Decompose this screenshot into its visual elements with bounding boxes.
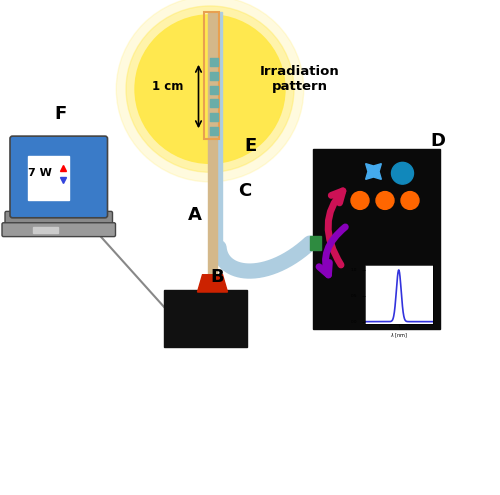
- Text: B: B: [210, 268, 224, 286]
- Ellipse shape: [135, 15, 285, 163]
- Circle shape: [392, 162, 413, 184]
- Polygon shape: [198, 275, 228, 292]
- Bar: [164, 290, 246, 346]
- Bar: [312, 148, 440, 329]
- Bar: [310, 236, 321, 250]
- Point: [210, 86, 218, 94]
- FancyBboxPatch shape: [10, 136, 108, 218]
- Point: [210, 58, 218, 66]
- FancyBboxPatch shape: [2, 223, 116, 237]
- Text: E: E: [244, 137, 256, 155]
- Ellipse shape: [126, 6, 294, 172]
- Ellipse shape: [116, 0, 304, 182]
- Text: A: A: [188, 206, 202, 224]
- FancyBboxPatch shape: [5, 211, 112, 227]
- Text: 7 W: 7 W: [28, 168, 52, 178]
- Bar: [32, 227, 58, 233]
- Bar: [28, 156, 68, 200]
- Point: [210, 99, 218, 107]
- Circle shape: [401, 192, 419, 209]
- Circle shape: [376, 192, 394, 209]
- Point: [210, 72, 218, 80]
- Text: D: D: [430, 132, 445, 150]
- Point: [210, 127, 218, 135]
- Point: [210, 113, 218, 121]
- Text: C: C: [238, 182, 252, 199]
- Bar: [208, 12, 216, 299]
- Text: 1 cm: 1 cm: [152, 80, 183, 93]
- Circle shape: [351, 192, 369, 209]
- Bar: [218, 12, 222, 248]
- Text: Irradiation
pattern: Irradiation pattern: [260, 65, 340, 93]
- Text: F: F: [54, 105, 66, 123]
